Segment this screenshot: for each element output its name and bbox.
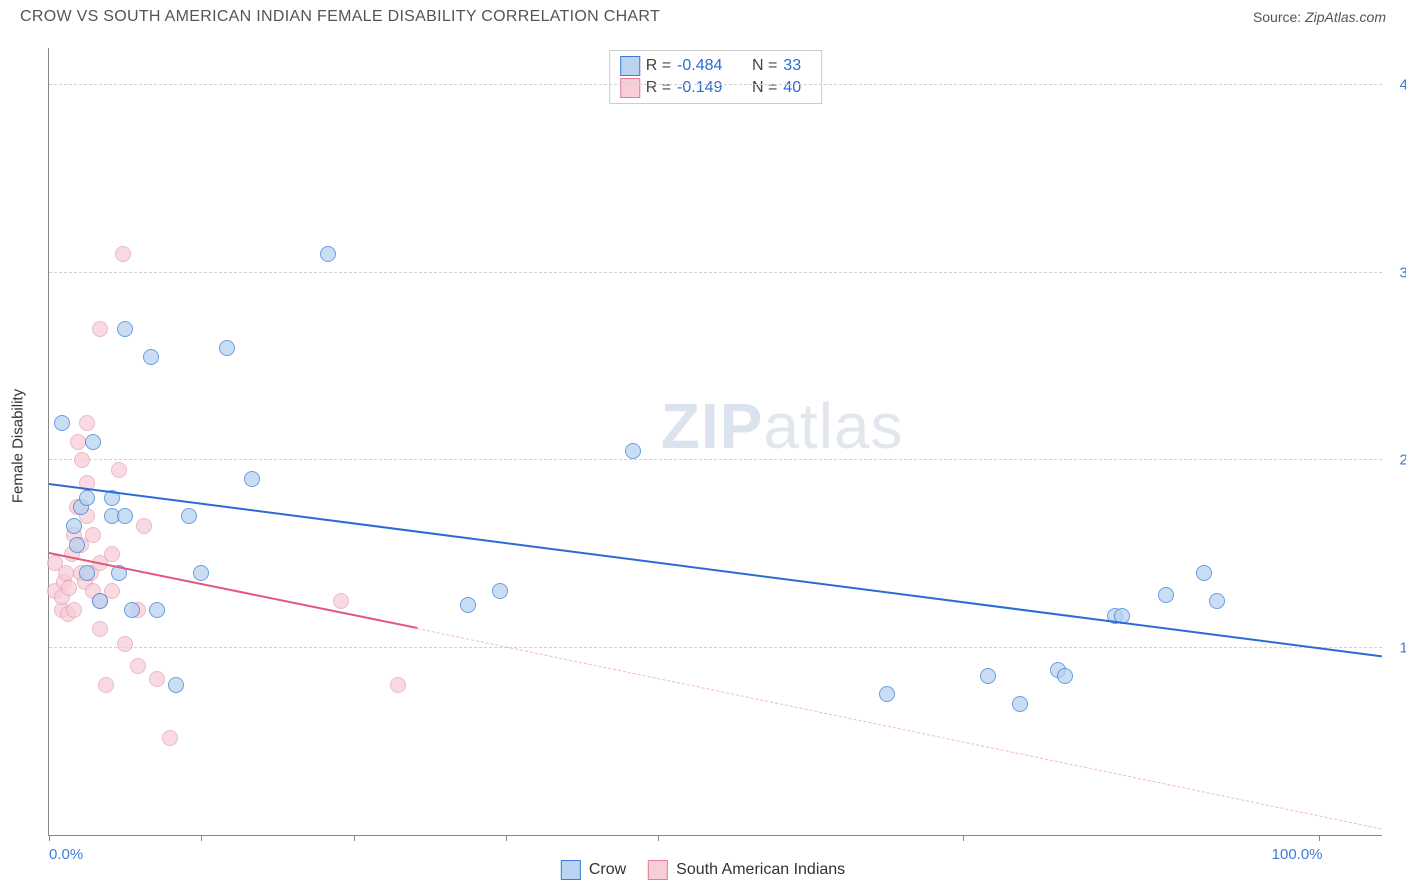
- gridline: [49, 647, 1382, 648]
- data-point-crow: [124, 602, 140, 618]
- data-point-sai: [85, 527, 101, 543]
- data-point-sai: [111, 462, 127, 478]
- data-point-crow: [149, 602, 165, 618]
- data-point-crow: [879, 686, 895, 702]
- data-point-sai: [136, 518, 152, 534]
- data-point-crow: [1209, 593, 1225, 609]
- chart-title: CROW VS SOUTH AMERICAN INDIAN FEMALE DIS…: [20, 8, 660, 26]
- y-axis-title: Female Disability: [10, 389, 27, 503]
- legend-item: South American Indians: [648, 860, 845, 880]
- data-point-crow: [168, 677, 184, 693]
- data-point-crow: [244, 471, 260, 487]
- data-point-crow: [69, 537, 85, 553]
- stat-r-label: R =: [646, 57, 671, 75]
- y-tick-label: 30.0%: [1387, 264, 1406, 281]
- stat-n-value: 33: [783, 57, 811, 75]
- chart-plot-area: ZIPatlas R =-0.484 N =33R =-0.149 N =40 …: [48, 48, 1382, 836]
- legend-label: Crow: [589, 861, 626, 879]
- watermark-bold: ZIP: [661, 390, 764, 462]
- y-tick-label: 10.0%: [1387, 639, 1406, 656]
- data-point-sai: [117, 636, 133, 652]
- gridline: [49, 272, 1382, 273]
- data-point-sai: [92, 321, 108, 337]
- stat-n-label: N =: [752, 57, 777, 75]
- series-legend: Crow South American Indians: [561, 860, 845, 880]
- x-tick: [506, 835, 507, 841]
- data-point-crow: [79, 565, 95, 581]
- x-tick: [354, 835, 355, 841]
- data-point-sai: [130, 658, 146, 674]
- data-point-crow: [92, 593, 108, 609]
- data-point-crow: [1196, 565, 1212, 581]
- stat-legend-row: R = -0.149 N = 40: [620, 77, 812, 99]
- source-attribution: Source: ZipAtlas.com: [1253, 9, 1386, 25]
- data-point-crow: [1158, 587, 1174, 603]
- x-tick: [963, 835, 964, 841]
- stat-r-label: R =: [646, 79, 671, 97]
- data-point-sai: [58, 565, 74, 581]
- data-point-crow: [320, 246, 336, 262]
- data-point-sai: [79, 415, 95, 431]
- data-point-crow: [1057, 668, 1073, 684]
- data-point-crow: [66, 518, 82, 534]
- y-tick-label: 20.0%: [1387, 452, 1406, 469]
- data-point-crow: [625, 443, 641, 459]
- source-prefix: Source:: [1253, 9, 1305, 25]
- legend-swatch: [620, 56, 640, 76]
- data-point-crow: [1012, 696, 1028, 712]
- data-point-sai: [390, 677, 406, 693]
- correlation-legend: R = -0.484 N = 33 R = -0.149 N = 40: [609, 50, 823, 104]
- trend-line: [49, 483, 1382, 657]
- data-point-crow: [54, 415, 70, 431]
- data-point-sai: [149, 671, 165, 687]
- data-point-crow: [193, 565, 209, 581]
- data-point-sai: [98, 677, 114, 693]
- data-point-sai: [115, 246, 131, 262]
- legend-label: South American Indians: [676, 861, 845, 879]
- stat-legend-row: R = -0.484 N = 33: [620, 55, 812, 77]
- data-point-sai: [104, 546, 120, 562]
- data-point-sai: [61, 580, 77, 596]
- source-name: ZipAtlas.com: [1305, 9, 1386, 25]
- trend-line: [417, 628, 1382, 829]
- x-tick: [49, 835, 50, 841]
- data-point-sai: [66, 602, 82, 618]
- data-point-crow: [117, 508, 133, 524]
- legend-swatch: [648, 860, 668, 880]
- data-point-crow: [79, 490, 95, 506]
- x-tick-label: 0.0%: [49, 846, 83, 863]
- y-tick-label: 40.0%: [1387, 77, 1406, 94]
- data-point-crow: [219, 340, 235, 356]
- stat-n-value: 40: [783, 79, 811, 97]
- legend-item: Crow: [561, 860, 626, 880]
- gridline: [49, 84, 1382, 85]
- data-point-crow: [85, 434, 101, 450]
- data-point-crow: [143, 349, 159, 365]
- legend-swatch: [620, 78, 640, 98]
- x-tick-label: 100.0%: [1272, 846, 1323, 863]
- data-point-crow: [117, 321, 133, 337]
- data-point-sai: [162, 730, 178, 746]
- stat-r-value: -0.484: [677, 57, 731, 75]
- data-point-crow: [980, 668, 996, 684]
- x-tick: [1319, 835, 1320, 841]
- data-point-sai: [92, 621, 108, 637]
- legend-swatch: [561, 860, 581, 880]
- data-point-crow: [460, 597, 476, 613]
- watermark: ZIPatlas: [661, 389, 904, 463]
- data-point-sai: [74, 452, 90, 468]
- watermark-light: atlas: [763, 390, 903, 462]
- stat-r-value: -0.149: [677, 79, 731, 97]
- data-point-crow: [181, 508, 197, 524]
- data-point-sai: [333, 593, 349, 609]
- x-tick: [201, 835, 202, 841]
- gridline: [49, 459, 1382, 460]
- data-point-sai: [70, 434, 86, 450]
- data-point-crow: [492, 583, 508, 599]
- stat-n-label: N =: [752, 79, 777, 97]
- x-tick: [658, 835, 659, 841]
